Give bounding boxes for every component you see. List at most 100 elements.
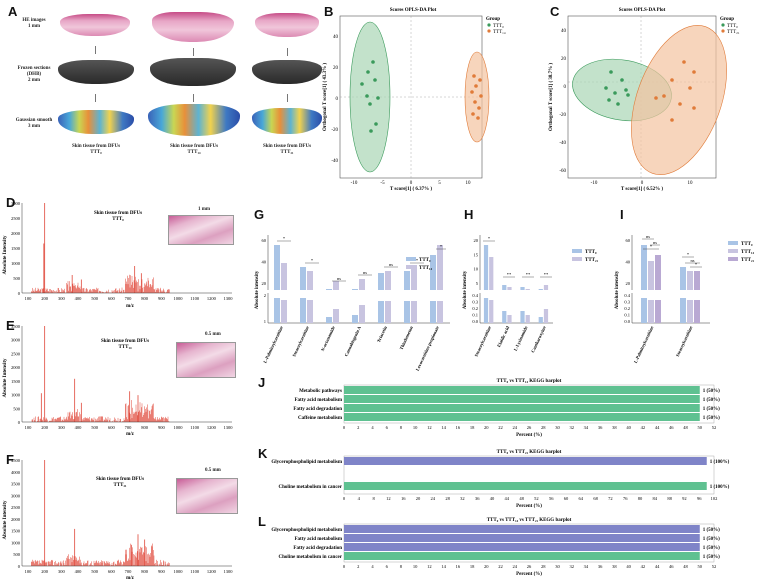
- category-label: Stearoylcarnitine: [473, 325, 492, 357]
- histology-inset-e: [176, 342, 236, 378]
- category-label: L-Palmitoylcarnitine: [262, 325, 284, 364]
- x-tick-label: 4: [358, 496, 361, 501]
- spectrum-title: Skin tissue from DFUs: [94, 211, 142, 216]
- bar-chart-g: 60 40 20 2 1 Absolute intensity L-Palmitoylcar…: [255, 235, 450, 372]
- panel-a-label: A: [8, 4, 18, 19]
- bar-lower: [411, 301, 417, 323]
- x-tick-label: 700: [125, 296, 133, 301]
- y-tick-label: 1000: [11, 261, 21, 266]
- x-tick-label: 5: [438, 181, 441, 186]
- bar-lower: [307, 300, 313, 323]
- x-tick-label: 1200: [207, 425, 217, 430]
- plot-c-legend-b: TTT₂₁: [727, 30, 740, 35]
- legend-dot-a: [721, 23, 725, 27]
- legend-swatch: [406, 257, 416, 261]
- y-tick-label: 500: [13, 552, 21, 557]
- y-tick-label: 3000: [11, 201, 21, 206]
- y-tick-label: 3500: [11, 324, 21, 329]
- spectrum-ylabel: Absolute Intensity: [3, 358, 8, 398]
- x-axis-ticks: -10 -5 0 5 10: [351, 181, 471, 186]
- category-label: N-octanamide: [320, 325, 336, 352]
- group-b-point: [662, 94, 666, 98]
- x-tick-label: 900: [158, 296, 166, 301]
- x-tick-label: 400: [75, 569, 83, 574]
- significance-label: *: [687, 252, 690, 257]
- panel-i: I 60 40 20 0.4 0.3 0.2 0.1 0.0 Absolute intensit…: [610, 205, 775, 375]
- x-tick-label: 92: [682, 496, 687, 501]
- x-tick-label: 0: [343, 564, 346, 569]
- kegg-barplot-l: TTT₀ vs TTT₁₄ vs TTT₂₁ KEGG barplot Glyce…: [271, 518, 720, 577]
- bar-lower: [385, 301, 391, 323]
- y-tick-label: 3000: [11, 493, 21, 498]
- x-tick-label: 36: [598, 425, 603, 430]
- bar-upper: [694, 271, 700, 290]
- x-tick-label: 1200: [207, 296, 217, 301]
- spectrum-ylabel: Absolute Intensity: [3, 500, 8, 540]
- group-b-points: [654, 60, 696, 122]
- x-tick-label: 44: [655, 425, 660, 430]
- bar-upper: [281, 263, 287, 290]
- x-tick-label: 800: [141, 296, 149, 301]
- x-tick-label: 76: [623, 496, 628, 501]
- kegg-title: TTT₀ vs TTT₂₁ KEGG barplot: [497, 450, 562, 455]
- x-tick-label: 102: [711, 496, 718, 501]
- bar-lower: [525, 315, 530, 323]
- he-image-ttt21: [255, 13, 319, 37]
- y-axis-ticks: 40 20 0 -20 -40 -60: [559, 29, 566, 174]
- x-tick-label: 96: [697, 496, 702, 501]
- bar-lower: [300, 298, 306, 323]
- y-tick-label: 3000: [11, 338, 21, 343]
- x-tick-label: 100: [25, 569, 33, 574]
- y-tick-label: 20: [262, 281, 267, 286]
- kegg-row-label: Caffeine metabolism: [298, 416, 343, 421]
- kegg-xlabel: Percent (%): [516, 572, 542, 577]
- panel-g: G 60 40 20 2 1 Absolute intensity L-Palmitoylc…: [252, 205, 457, 375]
- x-tick-label: 4: [371, 564, 374, 569]
- category-label: Thiodemeton: [399, 325, 415, 351]
- panel-f-label: F: [6, 452, 14, 467]
- y-tick-label: 20: [626, 281, 631, 286]
- bar-lower: [483, 298, 489, 323]
- x-tick-label: 16: [456, 564, 461, 569]
- y-tick-label: -60: [559, 169, 566, 174]
- x-tick-label: 6: [386, 564, 389, 569]
- x-tick-label: 500: [91, 425, 99, 430]
- x-tick-label: -10: [351, 181, 358, 186]
- y-tick-label: 5: [476, 281, 479, 286]
- significance-label: *: [650, 244, 653, 249]
- bar-upper: [385, 271, 391, 290]
- legend-swatch: [572, 257, 582, 261]
- spectrum-peaks: [31, 203, 170, 293]
- y-tick-label: 0.1: [472, 313, 478, 318]
- x-tick-label: 16: [456, 425, 461, 430]
- y-tick-label: 0.2: [624, 306, 630, 311]
- significance-label: **: [526, 272, 531, 277]
- y-tick-label: 60: [626, 238, 631, 243]
- bar-lower: [359, 305, 365, 323]
- group-b-point: [682, 60, 686, 64]
- significance-label: ns: [653, 240, 657, 245]
- bar-upper: [641, 245, 647, 290]
- bar-upper: [648, 261, 654, 290]
- significance-label: **: [507, 272, 512, 277]
- x-tick-label: 50: [698, 564, 703, 569]
- bar-lower: [694, 300, 700, 323]
- x-tick-label: 36: [475, 496, 480, 501]
- y-tick-label: 0: [18, 564, 21, 569]
- legend-dot-b: [721, 29, 725, 33]
- x-tick-label: 26: [527, 564, 532, 569]
- x-tick-label: 28: [541, 425, 546, 430]
- group-a-point: [604, 86, 608, 90]
- panel-k: K TTT₀ vs TTT₂₁ KEGG barplot Glycerophosp…: [252, 446, 775, 514]
- histology-inset-d: [168, 215, 234, 245]
- group-a-point: [376, 96, 380, 100]
- y-tick-label: 60: [262, 238, 267, 243]
- x-tick-label: 64: [579, 496, 584, 501]
- group-b-point: [470, 90, 474, 94]
- row-label-gaussian: Gaussian smooth 3 mm: [15, 118, 53, 129]
- x-tick-label: 22: [498, 564, 503, 569]
- x-tick-label: 72: [608, 496, 613, 501]
- x-tick-label: 14: [441, 564, 446, 569]
- y-tick-label: 2500: [11, 505, 21, 510]
- x-tick-label: 34: [584, 425, 589, 430]
